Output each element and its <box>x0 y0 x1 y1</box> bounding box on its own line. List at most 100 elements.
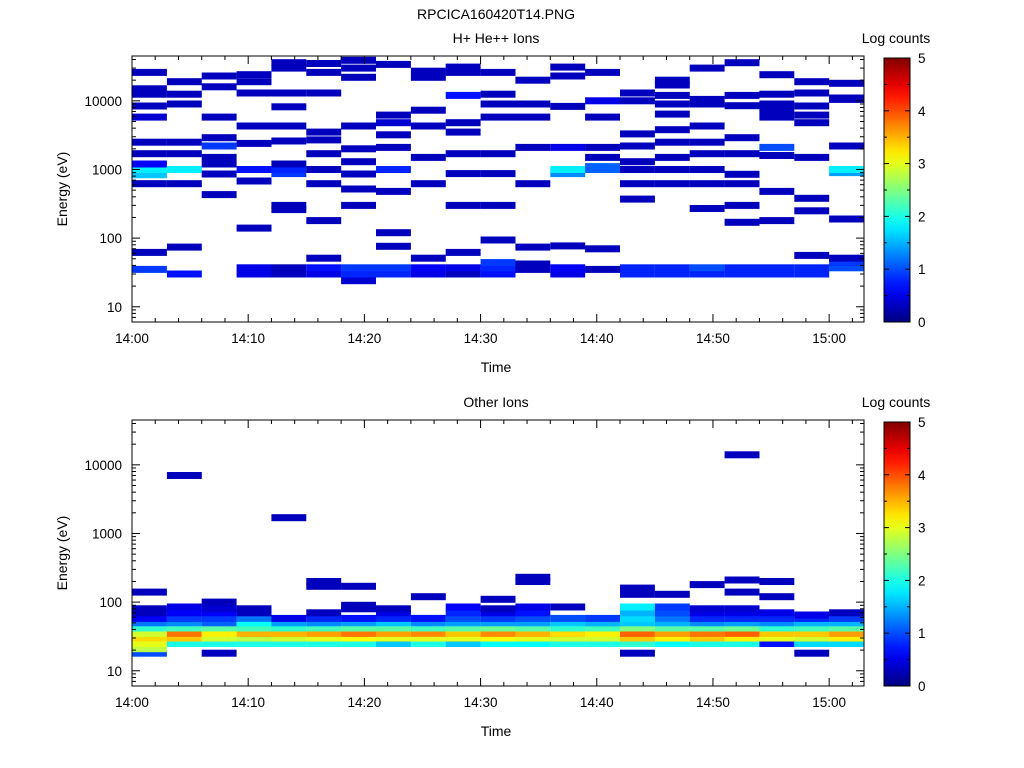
heatmap-cell <box>481 237 516 244</box>
y-tick-label: 10 <box>107 664 122 679</box>
heatmap-cell <box>550 166 585 173</box>
heatmap-cell <box>655 77 690 84</box>
heatmap-cell <box>167 271 202 278</box>
heatmap-cell <box>132 161 167 168</box>
heatmap-cell <box>690 96 725 103</box>
heatmap-cell <box>376 144 411 151</box>
x-axis-label: Time <box>481 359 512 375</box>
heatmap-cell <box>690 205 725 212</box>
heatmap-cell <box>237 90 272 97</box>
heatmap-cell <box>341 202 376 209</box>
heatmap-cell <box>481 605 516 612</box>
heatmap-cell <box>515 114 550 121</box>
heatmap-cell <box>481 202 516 209</box>
heatmap-cell <box>411 74 446 81</box>
heatmap-cell <box>620 604 655 611</box>
heatmap-cell <box>550 73 585 80</box>
heatmap-cell <box>132 266 167 273</box>
colorbar-tick-label: 4 <box>918 104 926 119</box>
heatmap-cell <box>237 605 272 612</box>
heatmap-cell <box>794 650 829 657</box>
heatmap-cell <box>794 612 829 619</box>
heatmap-cell <box>446 129 481 136</box>
heatmap-cell <box>725 102 760 109</box>
y-tick-label: 1000 <box>92 526 122 541</box>
colorbar-tick-label: 0 <box>918 679 926 694</box>
heatmap-cell <box>690 166 725 173</box>
heatmap-cell <box>341 74 376 81</box>
heatmap-cell <box>550 264 585 271</box>
colorbar-tick-label: 0 <box>918 315 926 330</box>
heatmap-cell <box>271 59 306 66</box>
heatmap-cell <box>655 92 690 99</box>
heatmap-cell <box>585 114 620 121</box>
heatmap-cell <box>725 134 760 141</box>
heatmap-cell <box>725 202 760 209</box>
heatmap-cell <box>167 604 202 611</box>
heatmap-cell <box>585 97 620 104</box>
heatmap-cell <box>132 180 167 187</box>
heatmap-cell <box>515 604 550 611</box>
heatmap-cell <box>759 152 794 159</box>
heatmap-cell <box>655 111 690 118</box>
heatmap-cell <box>167 244 202 251</box>
heatmap-cell <box>690 180 725 187</box>
heatmap-cell <box>237 78 272 85</box>
heatmap-cell <box>690 139 725 146</box>
heatmap-cell <box>585 154 620 161</box>
heatmap-cell <box>306 136 341 143</box>
heatmap-cell <box>725 271 760 278</box>
heatmap-cell <box>446 271 481 278</box>
heatmap-cell <box>376 61 411 68</box>
heatmap-cell <box>655 180 690 187</box>
x-tick-label: 14:30 <box>464 331 498 346</box>
heatmap-cell <box>132 150 167 157</box>
heatmap-cell <box>167 180 202 187</box>
heatmap-cell <box>237 271 272 278</box>
heatmap-cell <box>376 264 411 271</box>
heatmap-cell <box>481 114 516 121</box>
x-tick-label: 14:50 <box>696 331 730 346</box>
heatmap-cell <box>481 150 516 157</box>
heatmap-cell <box>620 143 655 150</box>
heatmap-cell <box>794 195 829 202</box>
heatmap-cell <box>725 451 760 458</box>
colorbar-tick-label: 2 <box>918 209 926 224</box>
heatmap-cell <box>620 591 655 598</box>
heatmap-cell <box>306 217 341 224</box>
heatmap-cell <box>167 101 202 108</box>
heatmap-cell <box>306 69 341 76</box>
heatmap-cell <box>237 71 272 78</box>
heatmap-cell <box>202 154 237 161</box>
heatmap-cell <box>446 64 481 71</box>
heatmap-cell <box>132 85 167 92</box>
heatmap-cell <box>759 114 794 121</box>
heatmap-cell <box>759 188 794 195</box>
colorbar-tick-label: 3 <box>918 521 926 536</box>
heatmap-cell <box>481 101 516 108</box>
heatmap-cell <box>690 605 725 612</box>
heatmap-cell <box>759 91 794 98</box>
heatmap-cell <box>341 145 376 152</box>
x-tick-label: 14:30 <box>464 695 498 710</box>
heatmap-cell <box>271 103 306 110</box>
y-tick-label: 10 <box>107 300 122 315</box>
heatmap-cell <box>341 186 376 193</box>
heatmap-cell <box>167 91 202 98</box>
heatmap-cell <box>306 150 341 157</box>
heatmap-cell <box>655 604 690 611</box>
heatmap-cell <box>376 229 411 236</box>
heatmap-cell <box>690 264 725 271</box>
heatmap-cell <box>306 166 341 173</box>
heatmap-cell <box>585 163 620 170</box>
heatmap-cell <box>341 277 376 284</box>
heatmap-cell <box>829 255 864 262</box>
heatmap-cell <box>376 166 411 173</box>
heatmap-cell <box>655 591 690 598</box>
heatmap-cell <box>620 166 655 173</box>
heatmap-cell <box>725 150 760 157</box>
x-tick-label: 14:00 <box>115 331 149 346</box>
heatmap-cell <box>376 131 411 138</box>
heatmap-cell <box>446 202 481 209</box>
x-tick-label: 14:40 <box>580 331 614 346</box>
